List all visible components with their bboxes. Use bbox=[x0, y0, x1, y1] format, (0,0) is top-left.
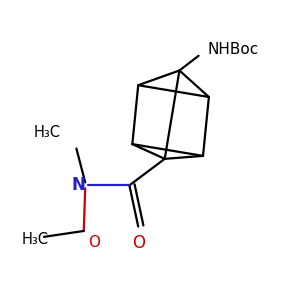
Text: O: O bbox=[88, 236, 100, 250]
Text: NHBoc: NHBoc bbox=[207, 42, 259, 57]
Text: N: N bbox=[71, 176, 85, 194]
Text: O: O bbox=[132, 234, 145, 252]
Text: H₃C: H₃C bbox=[22, 232, 49, 247]
Text: H₃C: H₃C bbox=[33, 125, 60, 140]
